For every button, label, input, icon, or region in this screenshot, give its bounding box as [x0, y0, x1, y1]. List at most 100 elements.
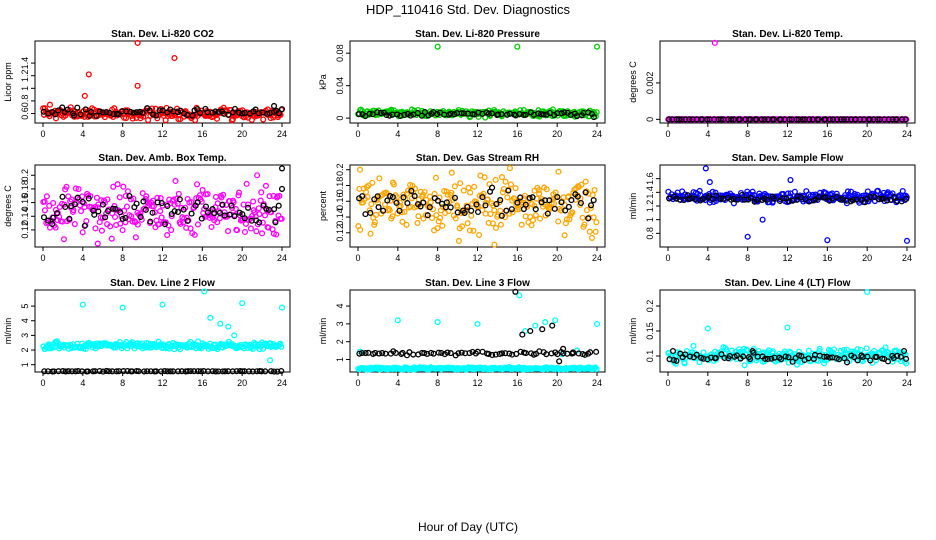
data-point: [710, 195, 717, 203]
data-point: [517, 194, 524, 201]
data-point: [443, 199, 450, 206]
y-tick-label: 0.15: [645, 322, 655, 340]
data-point: [68, 196, 75, 203]
outlier-point: [514, 43, 521, 50]
outlier-point: [519, 331, 526, 338]
x-tick-label: 12: [157, 129, 167, 139]
panel-title: Stan. Dev. Li-820 Temp.: [732, 29, 843, 40]
data-point: [454, 209, 461, 216]
data-point: [176, 196, 183, 203]
data-point: [112, 205, 119, 212]
data-point: [59, 193, 66, 200]
data-point: [439, 203, 446, 210]
data-point: [821, 353, 828, 360]
x-tick-label: 8: [435, 253, 440, 263]
data-point: [829, 116, 837, 123]
data-point: [241, 228, 248, 236]
data-point: [863, 345, 870, 352]
data-point: [206, 214, 213, 221]
data-point: [492, 224, 500, 231]
data-point: [372, 349, 379, 356]
data-point: [192, 117, 199, 124]
data-point: [418, 112, 425, 119]
y-tick-label: 0.1: [645, 350, 655, 363]
data-point: [713, 192, 720, 199]
data-point: [59, 368, 66, 375]
data-point: [841, 355, 848, 362]
data-point: [255, 110, 262, 117]
data-point: [789, 358, 796, 365]
data-point: [401, 111, 408, 118]
data-point: [143, 193, 150, 200]
data-point: [455, 237, 462, 245]
data-point: [447, 110, 454, 117]
y-tick-label: 0.12: [335, 224, 345, 242]
data-point: [150, 111, 157, 118]
data-point: [577, 199, 584, 207]
data-point: [394, 111, 401, 118]
plot-frame: [659, 164, 916, 248]
data-point: [854, 357, 861, 364]
data-point: [816, 345, 823, 352]
outlier-point: [539, 326, 546, 333]
data-point: [778, 356, 785, 363]
data-point: [736, 116, 744, 123]
x-tick-label: 20: [237, 129, 247, 139]
x-tick-label: 4: [80, 253, 85, 263]
data-point: [387, 192, 394, 200]
data-point: [194, 368, 202, 375]
data-point: [137, 213, 144, 221]
data-point: [161, 221, 169, 228]
data-point: [502, 178, 509, 185]
data-point: [718, 351, 725, 358]
data-point: [72, 185, 79, 192]
data-point: [407, 112, 414, 119]
outlier-point: [711, 39, 718, 46]
data-point: [259, 230, 266, 237]
data-point: [528, 222, 535, 229]
data-point: [473, 201, 480, 208]
y-axis-label: degrees C: [3, 185, 13, 227]
data-point: [204, 190, 211, 198]
data-point: [538, 196, 545, 203]
data-point: [79, 198, 86, 205]
data-point: [213, 115, 221, 122]
x-tick-label: 20: [862, 129, 872, 139]
data-point: [488, 110, 496, 117]
data-point: [425, 112, 432, 119]
data-point: [65, 193, 72, 200]
x-tick-label: 8: [745, 253, 750, 263]
data-point: [712, 189, 719, 196]
data-point: [421, 349, 428, 357]
x-tick-label: 0: [355, 253, 360, 263]
outlier-point: [217, 320, 224, 327]
data-point: [897, 353, 904, 360]
data-point: [426, 204, 433, 211]
data-point: [497, 197, 504, 204]
data-point: [565, 203, 572, 210]
data-point: [359, 193, 366, 200]
data-point: [414, 219, 421, 227]
data-point: [898, 116, 906, 123]
data-point: [770, 195, 777, 202]
data-point: [681, 360, 688, 367]
x-tick-label: 24: [277, 253, 287, 263]
data-point: [700, 355, 707, 362]
data-point: [514, 199, 521, 206]
data-point: [368, 201, 375, 208]
data-point: [682, 116, 689, 123]
data-point: [212, 368, 219, 375]
data-point: [41, 198, 48, 205]
data-point: [110, 183, 117, 190]
data-point: [102, 214, 109, 221]
data-point: [164, 368, 171, 375]
data-point: [491, 207, 498, 214]
data-point: [382, 350, 389, 357]
data-point: [390, 181, 398, 188]
data-point: [45, 217, 52, 224]
data-point: [582, 178, 589, 185]
data-point: [884, 358, 892, 365]
x-tick-label: 8: [120, 129, 125, 139]
data-point: [72, 368, 79, 375]
x-tick-label: 12: [782, 378, 792, 388]
